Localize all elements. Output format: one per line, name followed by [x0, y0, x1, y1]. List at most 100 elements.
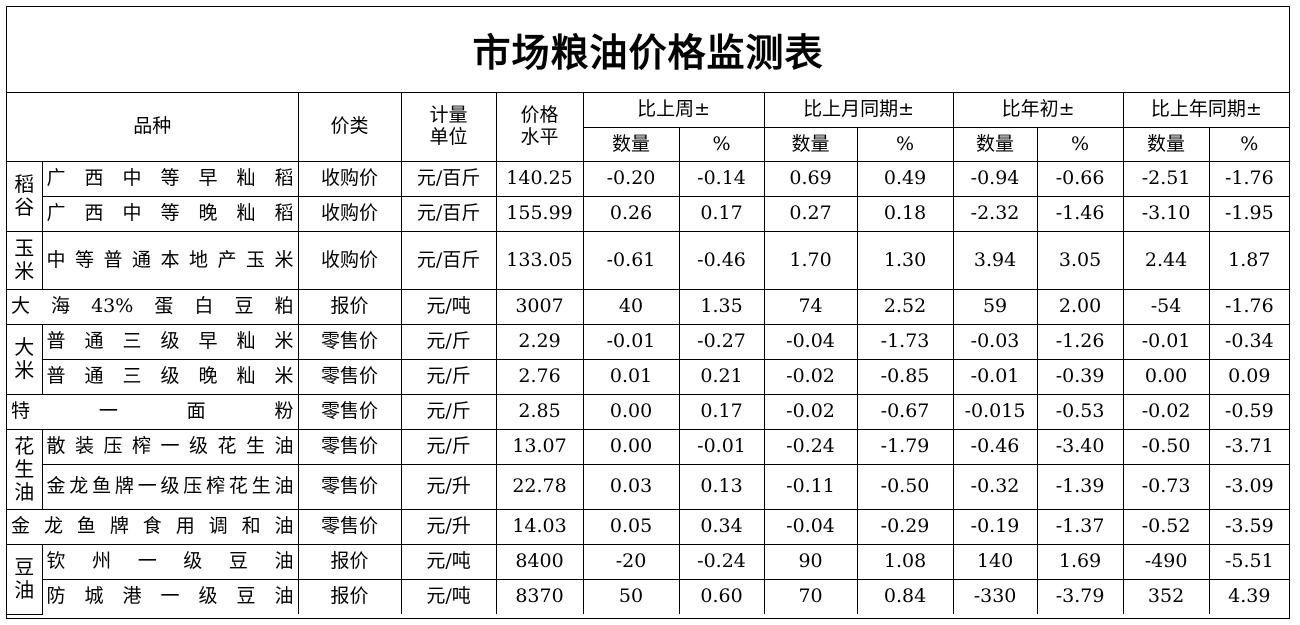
price-type-cell: 收购价 — [297, 195, 402, 232]
change-w-qty: 0.26 — [582, 195, 680, 232]
change-y-pct: -3.40 — [1036, 428, 1124, 465]
change-y-qty: -0.03 — [952, 323, 1038, 360]
change-w-pct: -0.24 — [678, 543, 765, 580]
change-m-pct: 0.84 — [856, 578, 954, 614]
change-w-qty: 0.01 — [582, 358, 680, 395]
table-row: 大海43%蛋白豆粕 报价 元/吨 3007 40 1.35 74 2.52 59 2.00 -54-… — [7, 288, 1290, 325]
change-w-qty: 40 — [582, 288, 680, 325]
unit-cell: 元/吨 — [400, 578, 497, 614]
change-ly-qty: 0.00 — [1122, 358, 1210, 395]
price-table: 品种 价类 计量 单位 价格 水平 比上周± 比上月同期± 比年初± 比上年同期± 数量% 数量% 数量… — [7, 93, 1290, 615]
change-m-qty: 90 — [763, 543, 858, 580]
change-ly-pct: -5.51 — [1208, 543, 1290, 580]
price-cell: 14.03 — [495, 508, 584, 545]
unit-cell: 元/吨 — [400, 543, 497, 580]
change-ly-pct: -3.59 — [1208, 508, 1290, 545]
table-row: 稻谷广西中等早籼稻 收购价 元/百斤 140.25 -0.20 -0.14 0.69 0.49… — [7, 160, 1290, 232]
unit-cell: 元/升 — [400, 508, 497, 545]
page-title: 市场粮油价格监测表 — [7, 7, 1289, 93]
change-ly-pct: -3.09 — [1208, 463, 1290, 510]
header-qty: 数量 — [583, 126, 680, 162]
change-ly-qty: -0.01 — [1122, 323, 1210, 360]
change-m-qty: 0.27 — [763, 195, 858, 232]
change-y-qty: -0.46 — [952, 428, 1038, 465]
price-type-cell: 零售价 — [297, 358, 402, 395]
change-m-qty: 70 — [763, 578, 858, 614]
header-pct: % — [1036, 126, 1124, 162]
item-name: 特一面粉 — [7, 393, 299, 430]
change-m-pct: 1.08 — [856, 543, 954, 580]
unit-cell: 元/斤 — [400, 358, 497, 395]
change-y-pct: 2.00 — [1036, 288, 1124, 325]
change-y-pct: -1.39 — [1036, 463, 1124, 510]
change-m-qty: 1.70 — [763, 230, 858, 290]
table-row: 豆油钦州一级豆油 报价 元/吨 8400 -20 -0.24 90 1.08 140 1.69 -4… — [7, 543, 1290, 615]
price-cell: 140.25 — [495, 160, 584, 197]
header-qty: 数量 — [763, 126, 858, 162]
unit-cell: 元/升 — [400, 463, 497, 510]
change-w-pct: -0.27 — [678, 323, 765, 360]
price-cell: 22.78 — [495, 463, 584, 510]
change-ly-qty: -3.10 — [1122, 195, 1210, 232]
header-pct: % — [678, 126, 765, 162]
unit-cell: 元/吨 — [400, 288, 497, 325]
price-cell: 13.07 — [495, 428, 584, 465]
table-row: 花生油散装压榨一级花生油 零售价 元/斤 13.07 0.00 -0.01 -0.24 -1.… — [7, 428, 1290, 510]
item-name: 金龙鱼牌食用调和油 — [7, 508, 299, 545]
header-pct: % — [1208, 126, 1290, 162]
change-w-pct: -0.01 — [678, 428, 765, 465]
change-m-qty: -0.02 — [763, 393, 858, 430]
change-w-pct: 1.35 — [678, 288, 765, 325]
item-name: 钦州一级豆油 — [41, 543, 299, 580]
change-w-qty: 0.05 — [582, 508, 680, 545]
change-y-qty: 140 — [952, 543, 1038, 580]
change-w-qty: -0.20 — [582, 160, 680, 197]
table-row: 金龙鱼牌食用调和油 零售价 元/升 14.03 0.05 0.34 -0.04 -0.29 -0… — [7, 508, 1290, 545]
price-cell: 155.99 — [495, 195, 584, 232]
change-ly-pct: -1.76 — [1208, 288, 1290, 325]
price-cell: 8370 — [495, 578, 584, 614]
change-m-qty: 0.69 — [763, 160, 858, 197]
change-ly-pct: -1.76 — [1208, 160, 1290, 197]
table-row: 玉米中等普通本地产玉米 收购价 元/百斤 133.05 -0.61 -0.46 1.70 1.… — [7, 230, 1290, 290]
change-w-qty: 0.03 — [582, 463, 680, 510]
price-type-cell: 零售价 — [297, 393, 402, 430]
change-m-pct: -1.79 — [856, 428, 954, 465]
unit-cell: 元/斤 — [400, 323, 497, 360]
change-y-qty: -0.19 — [952, 508, 1038, 545]
change-ly-pct: -1.95 — [1208, 195, 1290, 232]
table-row: 普通三级晚籼米 零售价 元/斤 2.76 0.01 0.21 -0.02 -0.85 -0.01… — [7, 358, 1290, 395]
change-w-pct: -0.14 — [678, 160, 765, 197]
change-ly-qty: -0.52 — [1122, 508, 1210, 545]
change-y-pct: -0.53 — [1036, 393, 1124, 430]
price-cell: 2.29 — [495, 323, 584, 360]
unit-cell: 元/斤 — [400, 428, 497, 465]
price-cell: 8400 — [495, 543, 584, 580]
unit-cell: 元/百斤 — [400, 195, 497, 232]
change-m-qty: -0.02 — [763, 358, 858, 395]
change-ly-qty: -0.02 — [1122, 393, 1210, 430]
item-name: 防城港一级豆油 — [42, 578, 299, 614]
change-ly-qty: -490 — [1122, 543, 1210, 580]
price-type-cell: 零售价 — [297, 463, 402, 510]
change-ly-qty: 2.44 — [1122, 230, 1210, 290]
change-ly-qty: -54 — [1122, 288, 1210, 325]
change-m-pct: -0.50 — [856, 463, 954, 510]
change-y-pct: -1.26 — [1036, 323, 1124, 360]
item-name: 普通三级晚籼米 — [42, 358, 299, 395]
price-cell: 133.05 — [495, 230, 584, 290]
price-type-cell: 收购价 — [297, 160, 402, 197]
item-name: 广西中等早籼稻 — [41, 160, 299, 197]
item-name: 中等普通本地产玉米 — [41, 230, 299, 290]
change-m-qty: -0.04 — [763, 323, 858, 360]
category-cell: 玉米 — [7, 230, 43, 290]
change-y-pct: 3.05 — [1036, 230, 1124, 290]
change-w-pct: 0.17 — [678, 393, 765, 430]
change-ly-pct: 0.09 — [1208, 358, 1290, 395]
table-row: 特一面粉 零售价 元/斤 2.85 0.00 0.17 -0.02 -0.67 -0.015 -0… — [7, 393, 1290, 430]
change-y-qty: 59 — [952, 288, 1038, 325]
change-w-pct: -0.46 — [678, 230, 765, 290]
category-cell: 大米 — [7, 323, 43, 395]
change-y-qty: -0.01 — [952, 358, 1038, 395]
category-cell: 花生油 — [7, 428, 43, 510]
